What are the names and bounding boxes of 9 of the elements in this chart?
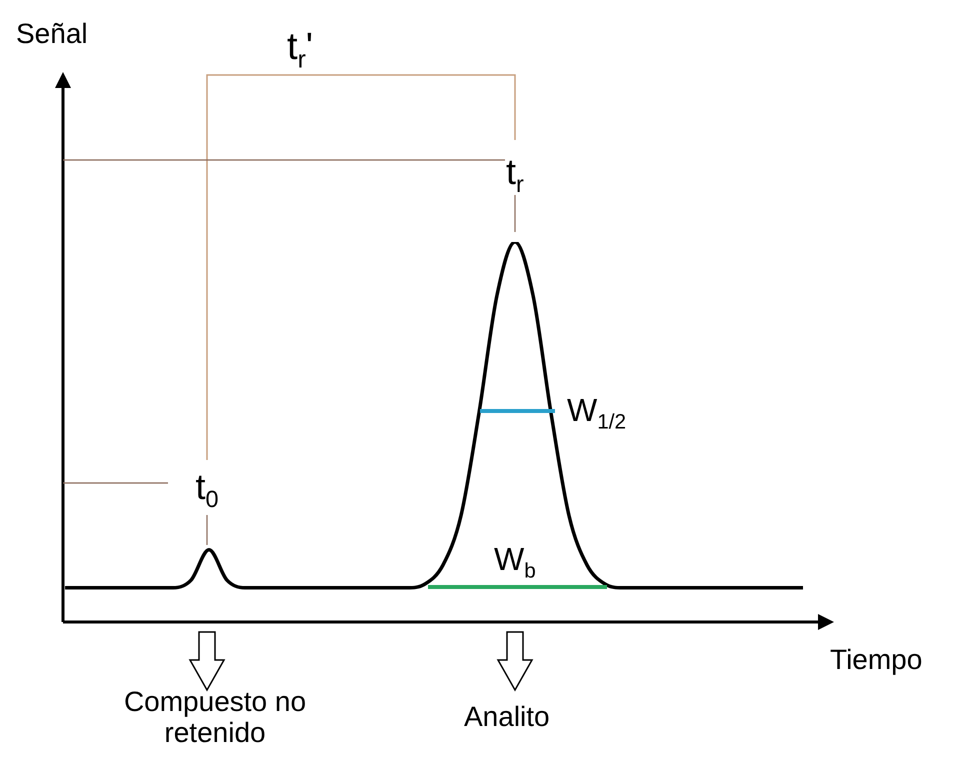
x-axis-title: Tiempo bbox=[830, 644, 922, 676]
annotation: W$_{1/2}$ bbox=[567, 392, 626, 434]
text: t$_{r}$ bbox=[506, 151, 524, 198]
text: Compuesto no retenido bbox=[122, 686, 308, 749]
annotation: t$_{0}$ bbox=[196, 466, 219, 513]
annotation: W$_{b}$ bbox=[494, 540, 536, 583]
text: Analito bbox=[464, 700, 550, 732]
text: Señal bbox=[16, 18, 88, 50]
text: t$_{r}$' bbox=[287, 26, 314, 74]
